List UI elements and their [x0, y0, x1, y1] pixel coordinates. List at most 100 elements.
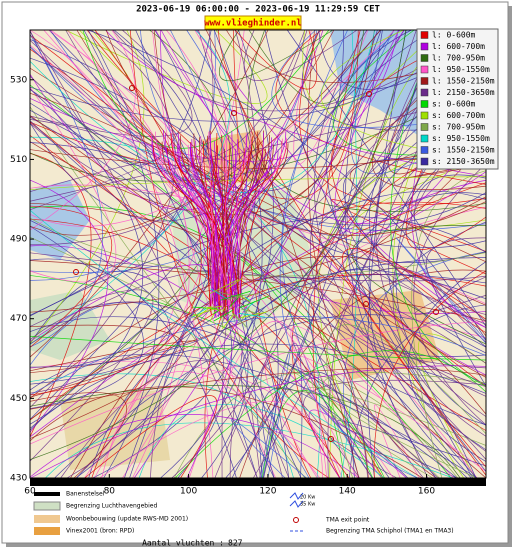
legend-label: 20 Kw: [300, 495, 315, 501]
flight-track: [29, 252, 487, 282]
flight-track: [135, 29, 487, 263]
flight-track: [229, 318, 487, 479]
flight-track: [29, 29, 324, 211]
flight-track: [227, 295, 242, 301]
flight-track: [308, 409, 407, 479]
tma-exit-point: [433, 309, 439, 315]
flight-track: [210, 141, 260, 307]
flight-track: [29, 258, 237, 479]
flight-track: [29, 260, 487, 322]
tma-exit-point: [328, 436, 334, 442]
flight-track: [29, 316, 487, 396]
flight-track: [191, 307, 217, 317]
legend: l: 0-600m l: 600-700m l: 700-950m l: 950-15…: [416, 28, 499, 170]
legend-label: l: 700-950m: [432, 54, 485, 63]
flight-track: [160, 29, 263, 479]
flight-track: [164, 133, 215, 304]
flight-track: [29, 29, 376, 193]
x-tick-label: 160: [418, 487, 435, 497]
flight-track: [29, 321, 487, 445]
legend-label: s: 2150-3650m: [432, 157, 495, 166]
flight-track: [29, 102, 233, 479]
flight-track: [241, 308, 260, 315]
flight-track: [219, 29, 334, 82]
flight-track: [222, 306, 226, 312]
legend-box: [416, 28, 499, 170]
flight-track: [29, 209, 418, 479]
flight-track: [160, 149, 232, 310]
logo-box: [204, 15, 302, 30]
flight-track: [29, 343, 487, 429]
flight-track: [29, 29, 136, 231]
flights-count: 827: [228, 539, 243, 548]
flight-track: [205, 29, 360, 479]
legend-swatch: [420, 77, 429, 85]
flight-track: [86, 29, 359, 200]
flight-track: [65, 29, 268, 104]
flight-track: [206, 133, 218, 312]
flight-track: [234, 29, 318, 90]
flight-track: [209, 279, 238, 295]
flight-track: [224, 278, 243, 291]
flight-track: [238, 312, 266, 318]
y-tick-label: 530: [10, 75, 27, 85]
flight-track: [29, 216, 487, 317]
y-tick-label: 430: [10, 474, 27, 484]
flight-track: [222, 313, 234, 330]
flight-track: [209, 310, 216, 322]
flight-track: [303, 379, 487, 479]
flight-track: [373, 270, 487, 479]
flight-track: [331, 199, 487, 275]
legend-swatch: [420, 146, 429, 154]
flight-track: [82, 29, 330, 149]
flight-track: [221, 314, 261, 479]
flight-track: [29, 29, 407, 460]
legend-label: s: 1550-2150m: [432, 146, 495, 155]
flight-track: [208, 131, 213, 307]
flight-track: [29, 414, 360, 479]
flight-track: [325, 29, 487, 472]
legend-swatch: [420, 65, 429, 74]
flight-track: [153, 29, 335, 175]
legend-label: l: 1550-2150m: [432, 77, 495, 86]
legend-label: Begrenzing Luchthavengebied: [66, 503, 157, 510]
flight-track: [235, 134, 270, 305]
legend-label: 35 Kw: [300, 502, 315, 508]
flight-track: [48, 29, 472, 479]
flight-track: [231, 130, 238, 319]
flight-track: [279, 29, 418, 479]
legend-label: l: 2150-3650m: [432, 88, 495, 97]
flight-track: [29, 87, 117, 283]
flight-track: [29, 106, 306, 479]
flight-track: [29, 205, 113, 348]
bottom-legend: Banenstelsel Begrenzing Luchthavengebied…: [33, 491, 454, 535]
flight-track: [151, 136, 217, 303]
flight-track: [29, 316, 458, 479]
legend-exit-point: [293, 517, 299, 523]
flight-track: [375, 29, 487, 417]
legend-label: s: 950-1550m: [432, 134, 490, 143]
flight-track: [29, 385, 461, 479]
tma-exit-point: [73, 269, 79, 275]
flight-track: [29, 40, 487, 397]
flight-track: [76, 29, 216, 479]
x-tick-label: 100: [180, 487, 197, 497]
flight-track: [281, 29, 401, 479]
flight-track: [214, 134, 279, 318]
flight-track: [390, 29, 487, 387]
flight-track: [29, 289, 154, 462]
flight-track: [229, 296, 240, 308]
flight-track: [238, 295, 269, 309]
legend-vinex: [34, 527, 60, 535]
flight-track: [413, 163, 487, 426]
legend-swatch: [420, 157, 429, 166]
flight-track: [318, 64, 487, 225]
flight-track: [101, 371, 321, 479]
legend-label: s: 700-950m: [432, 123, 485, 132]
legend-label: Vinex2001 (bron: RPD): [66, 528, 134, 535]
tma-exit-point: [366, 91, 372, 97]
y-tick-label: 510: [10, 155, 27, 165]
flight-track: [190, 143, 234, 307]
flight-track: [160, 29, 487, 376]
